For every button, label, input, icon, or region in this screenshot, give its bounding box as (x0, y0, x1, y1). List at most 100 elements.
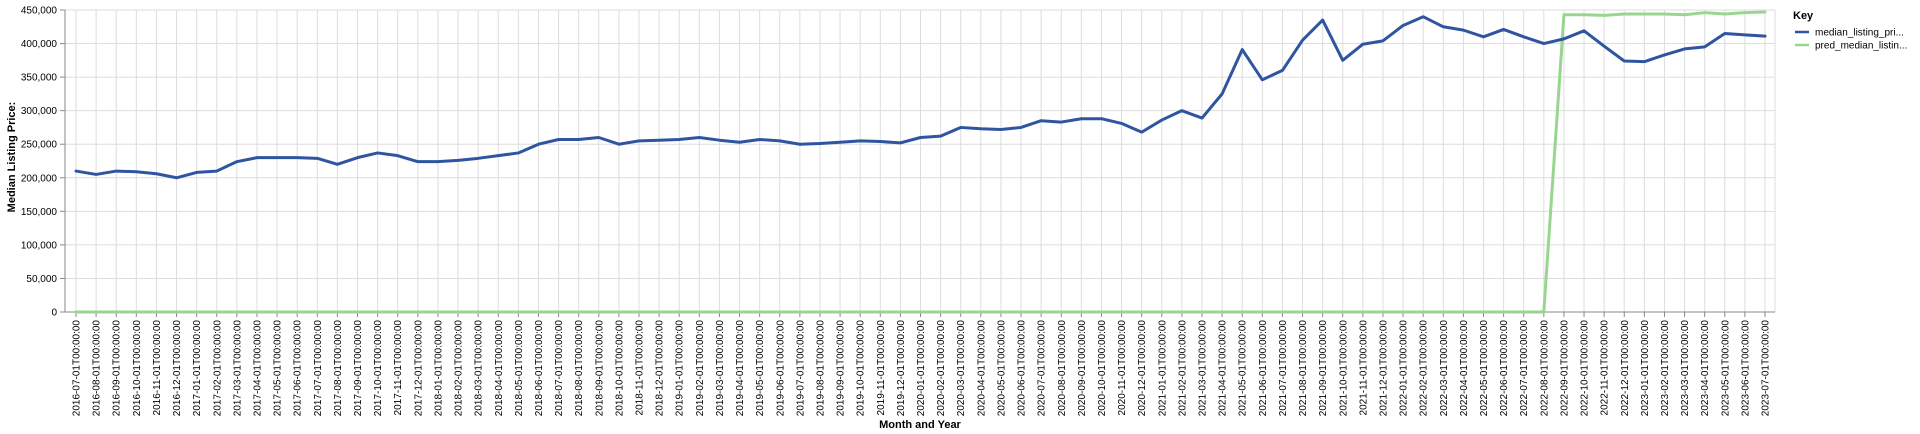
x-tick-label: 2019-09-01T00:00:00 (836, 320, 847, 417)
x-tick-label: 2020-08-01T00:00:00 (1057, 320, 1068, 417)
x-tick-label: 2017-07-01T00:00:00 (313, 320, 324, 417)
x-tick-label: 2022-05-01T00:00:00 (1479, 320, 1490, 417)
x-tick-label: 2018-01-01T00:00:00 (433, 320, 444, 417)
x-tick-label: 2018-09-01T00:00:00 (594, 320, 605, 417)
x-tick-label: 2016-11-01T00:00:00 (152, 320, 163, 416)
x-tick-label: 2016-09-01T00:00:00 (112, 320, 123, 417)
x-tick-label: 2019-04-01T00:00:00 (735, 320, 746, 417)
x-tick-label: 2017-04-01T00:00:00 (252, 320, 263, 417)
axis-layer: 0 50,000 100,000 150,000 200,000 250,000 300,0… (21, 6, 1775, 417)
x-tick-label: 2018-07-01T00:00:00 (554, 320, 565, 417)
x-tick-label: 2017-12-01T00:00:00 (413, 320, 424, 417)
y-tick-label: 200,000 (21, 173, 58, 184)
x-tick-label: 2021-08-01T00:00:00 (1298, 320, 1309, 417)
x-tick-label: 2017-02-01T00:00:00 (212, 320, 223, 417)
x-tick-label: 2017-10-01T00:00:00 (373, 320, 384, 417)
x-tick-label: 2021-06-01T00:00:00 (1258, 320, 1269, 417)
x-tick-label: 2022-03-01T00:00:00 (1439, 320, 1450, 417)
x-tick-label: 2022-10-01T00:00:00 (1580, 320, 1591, 417)
y-tick-label: 250,000 (21, 140, 58, 151)
y-tick-label: 50,000 (26, 274, 57, 285)
x-tick-label: 2019-07-01T00:00:00 (795, 320, 806, 417)
x-tick-label: 2016-12-01T00:00:00 (172, 320, 183, 417)
x-tick-label: 2017-11-01T00:00:00 (393, 320, 404, 416)
x-axis-title: Month and Year (879, 419, 961, 431)
legend-label: median_listing_pri... (1815, 28, 1904, 39)
x-tick-label: 2020-09-01T00:00:00 (1077, 320, 1088, 417)
x-tick-label: 2019-11-01T00:00:00 (876, 320, 887, 416)
x-tick-label: 2016-07-01T00:00:00 (72, 320, 83, 417)
x-tick-label: 2022-02-01T00:00:00 (1419, 320, 1430, 417)
x-tick-label: 2019-10-01T00:00:00 (856, 320, 867, 417)
x-tick-label: 2017-01-01T00:00:00 (192, 320, 203, 417)
x-tick-label: 2016-08-01T00:00:00 (92, 320, 103, 417)
x-tick-label: 2018-05-01T00:00:00 (514, 320, 525, 417)
x-tick-label: 2023-06-01T00:00:00 (1740, 320, 1751, 417)
y-tick-label: 0 (51, 308, 57, 319)
x-tick-label: 2023-03-01T00:00:00 (1680, 320, 1691, 417)
x-tick-label: 2017-09-01T00:00:00 (353, 320, 364, 417)
x-tick-label: 2020-04-01T00:00:00 (976, 320, 987, 417)
x-tick-label: 2021-01-01T00:00:00 (1157, 320, 1168, 417)
x-tick-label: 2020-11-01T00:00:00 (1117, 320, 1128, 416)
x-tick-label: 2020-03-01T00:00:00 (956, 320, 967, 417)
y-tick-label: 150,000 (21, 207, 58, 218)
x-tick-label: 2017-05-01T00:00:00 (273, 320, 284, 417)
grid-layer (65, 9, 1776, 313)
x-tick-label: 2021-11-01T00:00:00 (1358, 320, 1369, 416)
x-tick-label: 2019-05-01T00:00:00 (755, 320, 766, 417)
x-tick-label: 2021-09-01T00:00:00 (1318, 320, 1329, 417)
x-tick-label: 2019-12-01T00:00:00 (896, 320, 907, 417)
series-line-median (74, 15, 1767, 180)
x-tick-label: 2023-02-01T00:00:00 (1660, 320, 1671, 417)
y-tick-label: 450,000 (21, 6, 58, 17)
x-tick-label: 2018-10-01T00:00:00 (614, 320, 625, 417)
x-tick-label: 2019-08-01T00:00:00 (815, 320, 826, 417)
x-tick-label: 2021-02-01T00:00:00 (1177, 320, 1188, 417)
x-tick-label: 2022-12-01T00:00:00 (1620, 320, 1631, 417)
x-tick-label: 2018-04-01T00:00:00 (494, 320, 505, 417)
x-tick-label: 2018-03-01T00:00:00 (474, 320, 485, 417)
x-tick-label: 2018-12-01T00:00:00 (655, 320, 666, 417)
x-tick-label: 2018-11-01T00:00:00 (635, 320, 646, 416)
y-axis-title: Median Listing Price: (6, 102, 18, 213)
x-tick-label: 2017-08-01T00:00:00 (333, 320, 344, 417)
x-tick-label: 2022-08-01T00:00:00 (1539, 320, 1550, 417)
y-tick-label: 300,000 (21, 106, 58, 117)
x-tick-label: 2021-10-01T00:00:00 (1338, 320, 1349, 417)
legend: Key median_listing_pri... pred_median_lis… (1793, 10, 1907, 52)
x-tick-label: 2019-01-01T00:00:00 (675, 320, 686, 417)
legend-title: Key (1793, 10, 1814, 22)
x-tick-label: 2022-06-01T00:00:00 (1499, 320, 1510, 417)
x-tick-label: 2022-04-01T00:00:00 (1459, 320, 1470, 417)
x-tick-label: 2018-08-01T00:00:00 (574, 320, 585, 417)
x-tick-label: 2023-05-01T00:00:00 (1720, 320, 1731, 417)
x-tick-label: 2022-07-01T00:00:00 (1519, 320, 1530, 417)
x-tick-label: 2023-04-01T00:00:00 (1700, 320, 1711, 417)
x-tick-label: 2023-07-01T00:00:00 (1761, 320, 1772, 417)
x-tick-label: 2020-12-01T00:00:00 (1137, 320, 1148, 417)
x-tick-label: 2021-07-01T00:00:00 (1278, 320, 1289, 417)
x-tick-label: 2021-04-01T00:00:00 (1218, 320, 1229, 417)
x-tick-label: 2019-02-01T00:00:00 (695, 320, 706, 417)
series-layer (74, 10, 1767, 314)
x-tick-label: 2023-01-01T00:00:00 (1640, 320, 1651, 417)
legend-label: pred_median_listin... (1815, 41, 1907, 52)
x-tick-label: 2021-05-01T00:00:00 (1238, 320, 1249, 417)
x-tick-label: 2020-07-01T00:00:00 (1037, 320, 1048, 417)
x-tick-label: 2020-05-01T00:00:00 (996, 320, 1007, 417)
x-tick-label: 2016-10-01T00:00:00 (132, 320, 143, 417)
x-tick-label: 2020-10-01T00:00:00 (1097, 320, 1108, 417)
x-tick-label: 2021-03-01T00:00:00 (1198, 320, 1209, 417)
x-tick-label: 2022-01-01T00:00:00 (1399, 320, 1410, 417)
x-tick-label: 2017-03-01T00:00:00 (232, 320, 243, 417)
x-tick-label: 2018-02-01T00:00:00 (454, 320, 465, 417)
x-tick-label: 2021-12-01T00:00:00 (1378, 320, 1389, 417)
x-tick-label: 2018-06-01T00:00:00 (534, 320, 545, 417)
y-tick-label: 100,000 (21, 240, 58, 251)
x-tick-label: 2019-06-01T00:00:00 (775, 320, 786, 417)
series-line-pred (74, 10, 1767, 314)
x-tick-label: 2017-06-01T00:00:00 (293, 320, 304, 417)
x-tick-label: 2020-02-01T00:00:00 (936, 320, 947, 417)
